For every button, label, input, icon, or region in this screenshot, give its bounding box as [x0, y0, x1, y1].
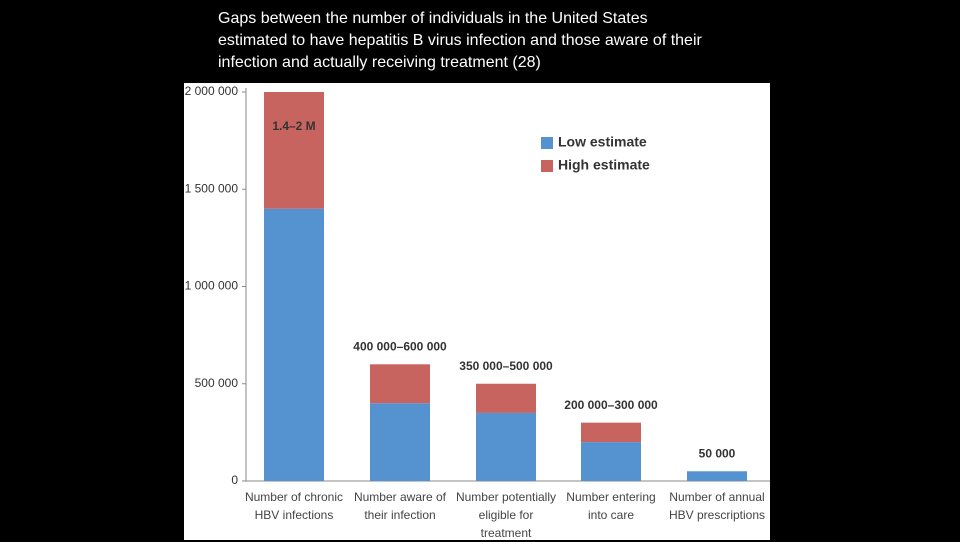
bar-label: 200 000–300 000	[564, 398, 658, 412]
y-tick-label: 1 000 000	[185, 279, 239, 293]
legend-swatch	[541, 160, 553, 172]
slide-title: Gaps between the number of individuals i…	[218, 10, 702, 71]
bar-segment	[476, 383, 536, 413]
x-tick-label: Number of chronic HBV infections	[244, 490, 344, 522]
bar-segment	[581, 442, 641, 481]
bar-label: 350 000–500 000	[459, 359, 553, 373]
x-tick-label: Number aware of their infection	[353, 490, 447, 522]
bar-segment	[264, 92, 324, 209]
y-tick-label: 2 000 000	[185, 84, 239, 98]
bar-segment	[581, 422, 641, 443]
bar-segment	[687, 471, 747, 481]
bar-segment	[264, 208, 324, 481]
bar-label: 1.4–2 M	[272, 119, 315, 133]
x-tick-label: Number of annual HBV prescriptions	[668, 490, 766, 522]
bar-segment	[370, 364, 430, 404]
legend-label: High estimate	[558, 157, 650, 173]
legend-label: Low estimate	[558, 134, 647, 150]
bar-label: 400 000–600 000	[353, 339, 447, 353]
y-tick-label: 0	[231, 473, 238, 487]
bar-label: 50 000	[699, 446, 736, 460]
bar-segment	[370, 403, 430, 481]
x-tick-label: Number potentially eligible for treatmen…	[455, 490, 557, 540]
x-tick-label: Number entering into care	[566, 490, 656, 522]
y-tick-label: 1 500 000	[185, 181, 239, 195]
bar-segment	[476, 412, 536, 481]
y-tick-label: 500 000	[195, 376, 239, 390]
legend-swatch	[541, 137, 553, 149]
